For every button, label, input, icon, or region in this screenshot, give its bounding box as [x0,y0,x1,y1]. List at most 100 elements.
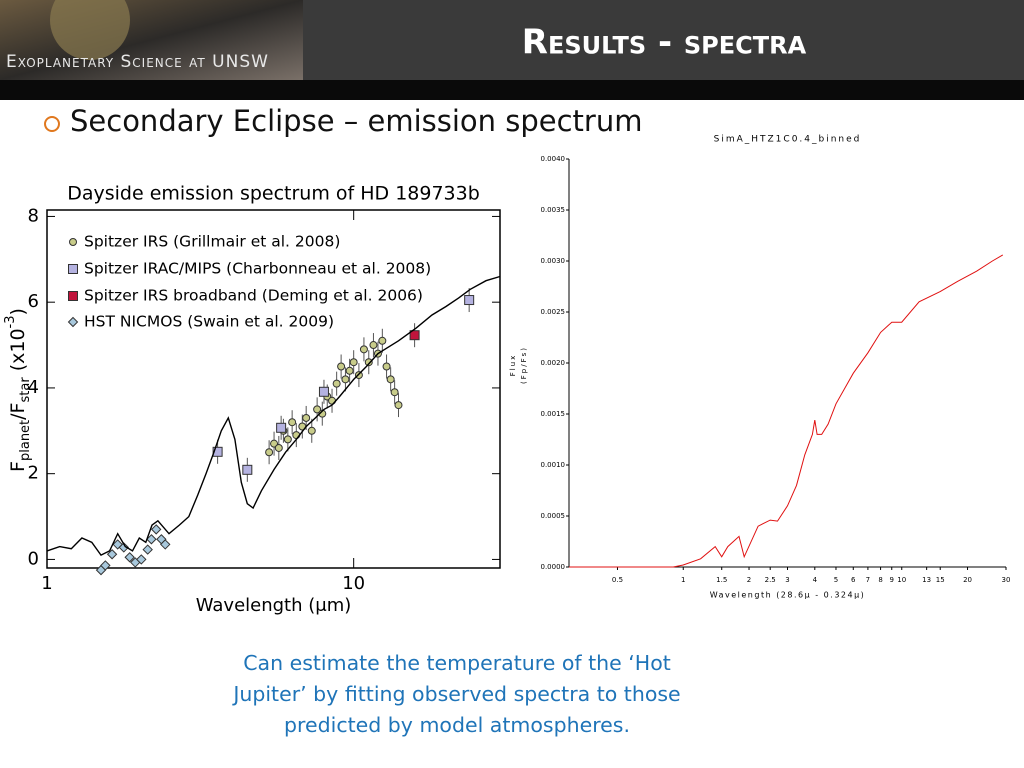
data-point [359,345,368,354]
x-tick-label: 7 [866,576,870,584]
y-tick-label: 0.0000 [541,563,566,571]
y-tick-label: 6 [28,291,39,312]
data-point [274,443,283,452]
data-point [349,358,358,367]
x-tick-label: 9 [890,576,894,584]
x-tick-label: 30 [1002,576,1011,584]
x-tick-label: 3 [785,576,789,584]
data-point [68,291,78,301]
data-point [364,358,373,367]
data-point [382,362,391,371]
data-point [146,534,157,545]
data-point [283,435,292,444]
data-point [386,375,395,384]
data-point [288,418,297,427]
data-point [124,552,135,563]
y-tick-label: 0.0030 [541,257,566,265]
data-point [265,448,274,457]
x-tick-label: 13 [922,576,931,584]
x-tick-label: 1.5 [716,576,727,584]
y-axis-label-part: planet [18,420,33,461]
data-point [112,539,123,550]
x-tick-label: 4 [813,576,818,584]
x-axis-label: Wavelength (μm) [196,595,352,616]
y-tick-label: 2 [28,463,39,484]
y-axis-label-part: ) [7,308,29,315]
bullet-marker [44,116,60,132]
y-tick-label: 0.0010 [541,461,566,469]
x-tick-label: 10 [342,573,365,594]
data-point [307,426,316,435]
y-axis-label: (Fp/Fs) [520,346,528,384]
bullet-text: Secondary Eclipse – emission spectrum [70,104,642,138]
data-point [345,366,354,375]
data-point [302,413,311,422]
caption: Can estimate the temperature of the ‘Hot… [233,651,681,737]
x-tick-label: 2 [747,576,751,584]
y-axis-label-part: -3 [3,315,18,328]
series-line [46,275,501,556]
data-point [106,549,118,560]
data-point [409,330,420,341]
y-tick-label: 0.0025 [541,308,566,316]
data-point [68,264,78,274]
data-point [378,336,387,345]
y-axis-label-part: star [18,377,33,403]
x-tick-label: 15 [936,576,945,584]
header-strip [0,80,1024,100]
x-tick-label: 5 [834,576,838,584]
data-point [337,362,346,371]
data-point [390,388,399,397]
data-point [369,341,378,350]
legend-label: Spitzer IRS (Grillmair et al. 2008) [84,233,340,251]
y-tick-label: 0.0005 [541,512,566,520]
y-axis-label: Flux [509,354,517,377]
x-tick-label: 6 [851,576,856,584]
logo-planet [50,0,130,60]
data-point [464,295,475,306]
y-axis-label-part: F [7,461,29,472]
x-tick-label: 1 [681,576,685,584]
data-point [332,379,341,388]
x-axis-label: Wavelength (28.6μ - 0.324μ) [710,591,866,600]
y-axis-label-part: (x10 [7,328,29,377]
x-tick-label: 10 [897,576,906,584]
data-point [394,401,403,410]
x-tick-label: 20 [963,576,972,584]
legend-label: HST NICMOS (Swain et al. 2009) [84,313,334,331]
data-point [160,539,171,550]
y-tick-label: 0.0015 [541,410,566,418]
chart-title: Dayside emission spectrum of HD 189733b [67,183,480,205]
data-point [150,524,162,535]
y-tick-label: 0.0035 [541,206,566,214]
data-point [67,316,79,328]
data-point [341,375,350,384]
x-tick-label: 2.5 [765,576,776,584]
data-point [142,544,153,555]
x-tick-label: 0.5 [612,576,623,584]
y-axis-label: Fplanet/Fstar (x10-3) [3,308,33,472]
legend-label: Spitzer IRAC/MIPS (Charbonneau et al. 20… [84,260,431,278]
data-point [318,386,329,397]
data-point [69,238,77,246]
slide-title: Results - spectra [522,23,807,63]
chart-title: SimA_HTZ1C0.4_binned [714,135,862,145]
data-point [212,446,223,457]
y-tick-label: 4 [28,377,39,398]
data-point [100,560,111,571]
series-line [569,254,1004,568]
data-point [313,405,322,414]
legend-label: Spitzer IRS broadband (Deming et al. 200… [84,287,423,305]
x-tick-label: 1 [41,573,52,594]
data-point [276,422,287,433]
logo-image [0,0,303,80]
logo-text: Exoplanetary Science at UNSW [6,52,269,72]
data-point [136,554,147,565]
y-tick-label: 8 [28,205,39,226]
plot-frame [46,209,501,569]
data-point [242,464,253,475]
x-tick-label: 8 [878,576,882,584]
y-tick-label: 0.0020 [541,359,566,367]
